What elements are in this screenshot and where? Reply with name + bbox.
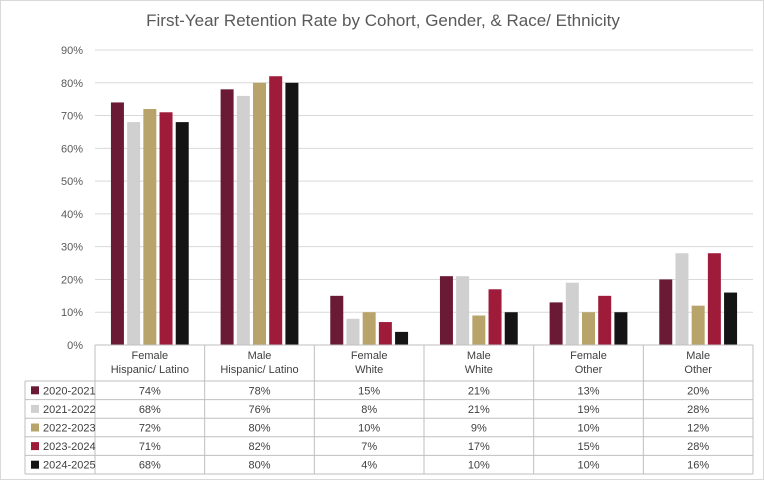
bar-2021-2022-4 [565,282,579,345]
bar-2023-2024-2 [378,322,392,345]
table-cell: 76% [248,404,270,416]
table-cell: 74% [139,385,161,397]
bar-2020-2021-1 [220,89,234,345]
bar-2024-2025-0 [175,122,189,345]
category-label: Other [575,364,603,376]
table-cell: 82% [248,441,270,453]
bar-2020-2021-5 [659,279,673,345]
y-tick-label: 20% [61,274,83,286]
table-cell: 10% [468,460,490,472]
y-tick-label: 70% [61,111,83,123]
legend-label: 2020-2021 [43,385,96,397]
table-cell: 4% [361,460,377,472]
legend-key-2022-2023 [31,423,39,432]
bar-2024-2025-3 [504,312,518,345]
table-cell: 28% [687,404,709,416]
category-label: Female [351,350,388,362]
category-label: Hispanic/ Latino [111,364,189,376]
category-label: Female [570,350,607,362]
bar-2021-2022-3 [456,276,470,345]
bar-2023-2024-3 [488,289,502,345]
table-cell: 20% [687,385,709,397]
table-cell: 28% [687,441,709,453]
legend-label: 2023-2024 [43,441,96,453]
bar-2022-2023-4 [582,312,595,345]
bar-2022-2023-1 [253,82,266,346]
chart-title: First-Year Retention Rate by Cohort, Gen… [146,11,620,30]
y-tick-label: 60% [61,143,83,155]
bar-2021-2022-0 [127,122,141,345]
bar-2020-2021-0 [110,102,124,345]
category-label: White [465,364,493,376]
table-cell: 10% [577,460,599,472]
bar-2022-2023-0 [143,109,157,345]
bar-2023-2024-5 [707,253,721,345]
bar-2023-2024-4 [598,295,612,345]
bar-2023-2024-1 [269,76,283,345]
table-cell: 10% [577,423,599,435]
category-label: White [355,364,383,376]
table-cell: 13% [577,385,599,397]
table-cell: 19% [577,404,599,416]
y-tick-label: 30% [61,242,83,254]
table-cell: 68% [139,460,161,472]
y-tick-label: 10% [61,307,83,319]
legend-label: 2021-2022 [43,404,96,416]
table-cell: 68% [139,404,161,416]
y-tick-label: 40% [61,209,83,221]
y-tick-label: 80% [61,78,83,90]
table-cell: 9% [471,423,487,435]
category-label: Other [684,364,712,376]
bar-2024-2025-1 [285,82,299,346]
table-cell: 12% [687,423,709,435]
table-cell: 80% [248,423,270,435]
legend-label: 2024-2025 [43,460,96,472]
y-tick-label: 50% [61,176,83,188]
table-cell: 72% [139,423,161,435]
legend-key-2021-2022 [31,404,39,413]
table-cell: 8% [361,404,377,416]
table-cell: 71% [139,441,161,453]
table-cell: 16% [687,460,709,472]
bar-2022-2023-5 [691,305,705,345]
bar-2020-2021-2 [330,295,344,345]
bar-2021-2022-5 [675,253,689,345]
legend-key-2024-2025 [31,460,39,469]
table-cell: 10% [358,423,380,435]
table-cell: 15% [358,385,380,397]
bar-2021-2022-1 [236,95,250,345]
bar-2021-2022-2 [346,318,360,345]
y-tick-label: 0% [67,340,83,352]
table-cell: 15% [577,441,599,453]
legend-key-2020-2021 [31,386,39,395]
category-label: Male [467,350,491,362]
table-cell: 80% [248,460,270,472]
table-cell: 21% [468,404,490,416]
category-label: Female [131,350,168,362]
table-cell: 21% [468,385,490,397]
category-label: Hispanic/ Latino [220,364,298,376]
bar-2024-2025-2 [395,331,409,345]
table-cell: 7% [361,441,377,453]
category-label: Male [686,350,710,362]
y-tick-label: 90% [61,45,83,57]
table-cell: 17% [468,441,490,453]
bar-2024-2025-5 [724,292,738,345]
bar-2024-2025-4 [614,312,628,345]
bar-2022-2023-2 [362,312,376,345]
bar-2023-2024-0 [159,112,173,346]
bar-2022-2023-3 [472,315,486,345]
category-label: Male [248,350,272,362]
bar-2020-2021-3 [439,276,453,345]
table-cell: 78% [248,385,270,397]
legend-key-2023-2024 [31,442,39,451]
bar-2020-2021-4 [549,302,563,345]
legend-label: 2022-2023 [43,423,96,435]
